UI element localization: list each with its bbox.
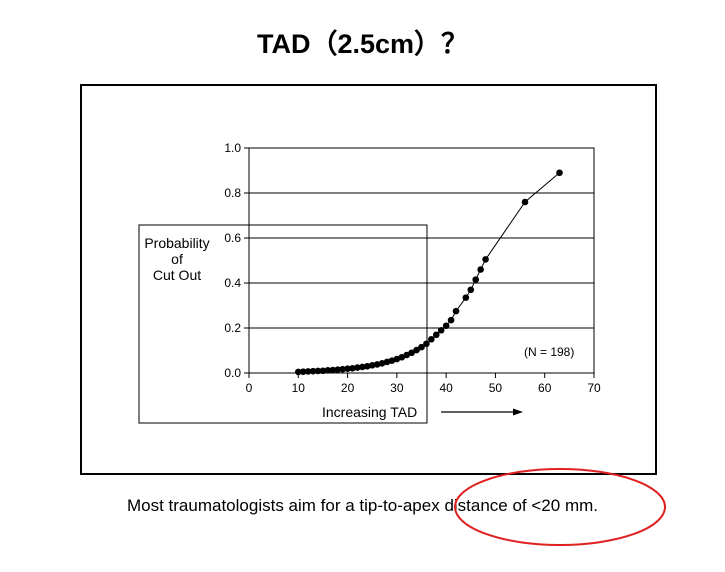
data-point: [413, 346, 420, 354]
x-tick-label: 10: [292, 381, 306, 395]
data-point: [477, 266, 484, 273]
data-point: [472, 276, 480, 283]
data-point: [349, 364, 356, 372]
data-point: [462, 294, 470, 301]
data-point: [363, 362, 371, 370]
data-point: [324, 367, 332, 374]
data-point: [423, 340, 430, 348]
data-point: [452, 307, 460, 315]
data-point: [482, 256, 489, 263]
x-tick-label: 20: [341, 381, 355, 395]
x-axis-label: Increasing TAD: [322, 404, 417, 420]
data-point: [467, 286, 475, 294]
y-tick-label: 1.0: [224, 141, 241, 155]
data-point: [344, 365, 351, 373]
data-point: [368, 362, 376, 369]
data-point: [408, 349, 415, 357]
data-point: [418, 343, 425, 351]
x-tick-label: 70: [587, 381, 601, 395]
y-tick-label: 0.8: [224, 186, 241, 200]
cutout-probability-chart: 0.0 0.2 0.4 0.6 0.8 1.0 0 10 20 30 40 50 60 70 Proba…: [138, 141, 601, 424]
data-points: [294, 169, 563, 376]
data-point: [521, 198, 529, 206]
y-tick-label: 0.6: [224, 231, 241, 245]
data-point: [339, 365, 346, 373]
data-point: [304, 368, 312, 375]
ylabel-line-2: of: [171, 251, 183, 267]
data-point: [359, 363, 366, 371]
x-tick-label: 40: [439, 381, 453, 395]
data-point: [329, 366, 337, 374]
data-point: [299, 368, 307, 375]
slide-caption: Most traumatologists aim for a tip-to-ap…: [126, 496, 598, 515]
data-point: [373, 361, 381, 368]
data-point: [556, 169, 563, 177]
figure-frame: 0.0 0.2 0.4 0.6 0.8 1.0 0 10 20 30 40 50 60 70 Proba…: [80, 84, 657, 475]
x-tick-label: 60: [538, 381, 552, 395]
y-tick-label: 0.0: [224, 366, 241, 380]
data-point: [319, 367, 327, 375]
y-tick-labels: 0.0 0.2 0.4 0.6 0.8 1.0: [224, 141, 241, 380]
data-point: [398, 353, 406, 361]
x-tick-labels: 0 10 20 30 40 50 60 70: [246, 381, 601, 395]
data-point: [428, 335, 435, 343]
data-point: [334, 366, 342, 373]
data-point: [354, 364, 361, 371]
x-tick-label: 50: [489, 381, 503, 395]
slide-title: TAD（2.5cm）？: [256, 29, 469, 59]
ylabel-box: [138, 224, 428, 424]
data-point: [432, 331, 440, 339]
ylabel-backdrop: [140, 229, 218, 291]
data-point: [447, 316, 455, 324]
y-tick-label: 0.4: [224, 276, 241, 290]
data-point: [309, 367, 317, 375]
x-tick-label: 30: [390, 381, 404, 395]
data-point: [294, 368, 302, 376]
grid-layer: [244, 147, 595, 378]
plot-area-border: [248, 147, 595, 374]
data-point: [437, 326, 445, 334]
x-axis-arrow-head: [513, 408, 523, 416]
data-point: [314, 367, 322, 375]
sample-size-annotation: (N = 198): [524, 345, 574, 359]
data-point: [442, 322, 450, 330]
ylabel-line-3: Cut Out: [153, 267, 201, 283]
data-point: [403, 351, 411, 359]
ylabel-line-1: Probability: [144, 235, 209, 251]
x-tick-label: 0: [246, 381, 253, 395]
y-tick-label: 0.2: [224, 321, 241, 335]
